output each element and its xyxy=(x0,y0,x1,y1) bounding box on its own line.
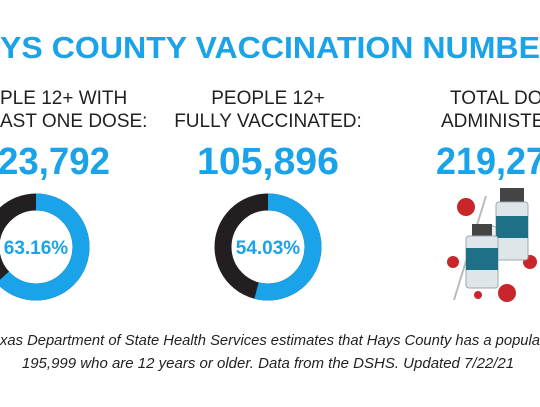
stat-number: 219,27 xyxy=(436,141,540,183)
stat-number: 23,792 xyxy=(0,141,110,183)
stat-label: FULLY VACCINATED: xyxy=(174,111,362,132)
title: YS COUNTY VACCINATION NUMBE xyxy=(0,30,540,65)
donut-label: 63.16% xyxy=(4,238,69,259)
donut-arc xyxy=(0,193,90,301)
vial-label xyxy=(496,216,528,238)
footer-text: xas Department of State Health Services … xyxy=(0,332,540,349)
stat-label: PLE 12+ WITH xyxy=(0,88,127,109)
vial-cap xyxy=(472,224,492,236)
donuts: 63.16% 54.03% xyxy=(0,193,322,301)
vial-cap xyxy=(500,188,524,202)
donut-arc xyxy=(214,193,322,301)
footer-text: 195,999 who are 12 years or older. Data … xyxy=(22,355,514,372)
stat-number: 105,896 xyxy=(197,141,339,183)
vial-label xyxy=(466,248,498,270)
donut-label: 54.03% xyxy=(236,238,301,259)
stat-label: PEOPLE 12+ xyxy=(211,88,325,109)
stat-label: AST ONE DOSE: xyxy=(0,111,147,132)
vaccine-illustration xyxy=(447,188,537,302)
stat-label: TOTAL DOSE xyxy=(450,88,540,109)
stat-label: ADMINISTERE xyxy=(441,111,540,132)
virus xyxy=(447,198,537,302)
